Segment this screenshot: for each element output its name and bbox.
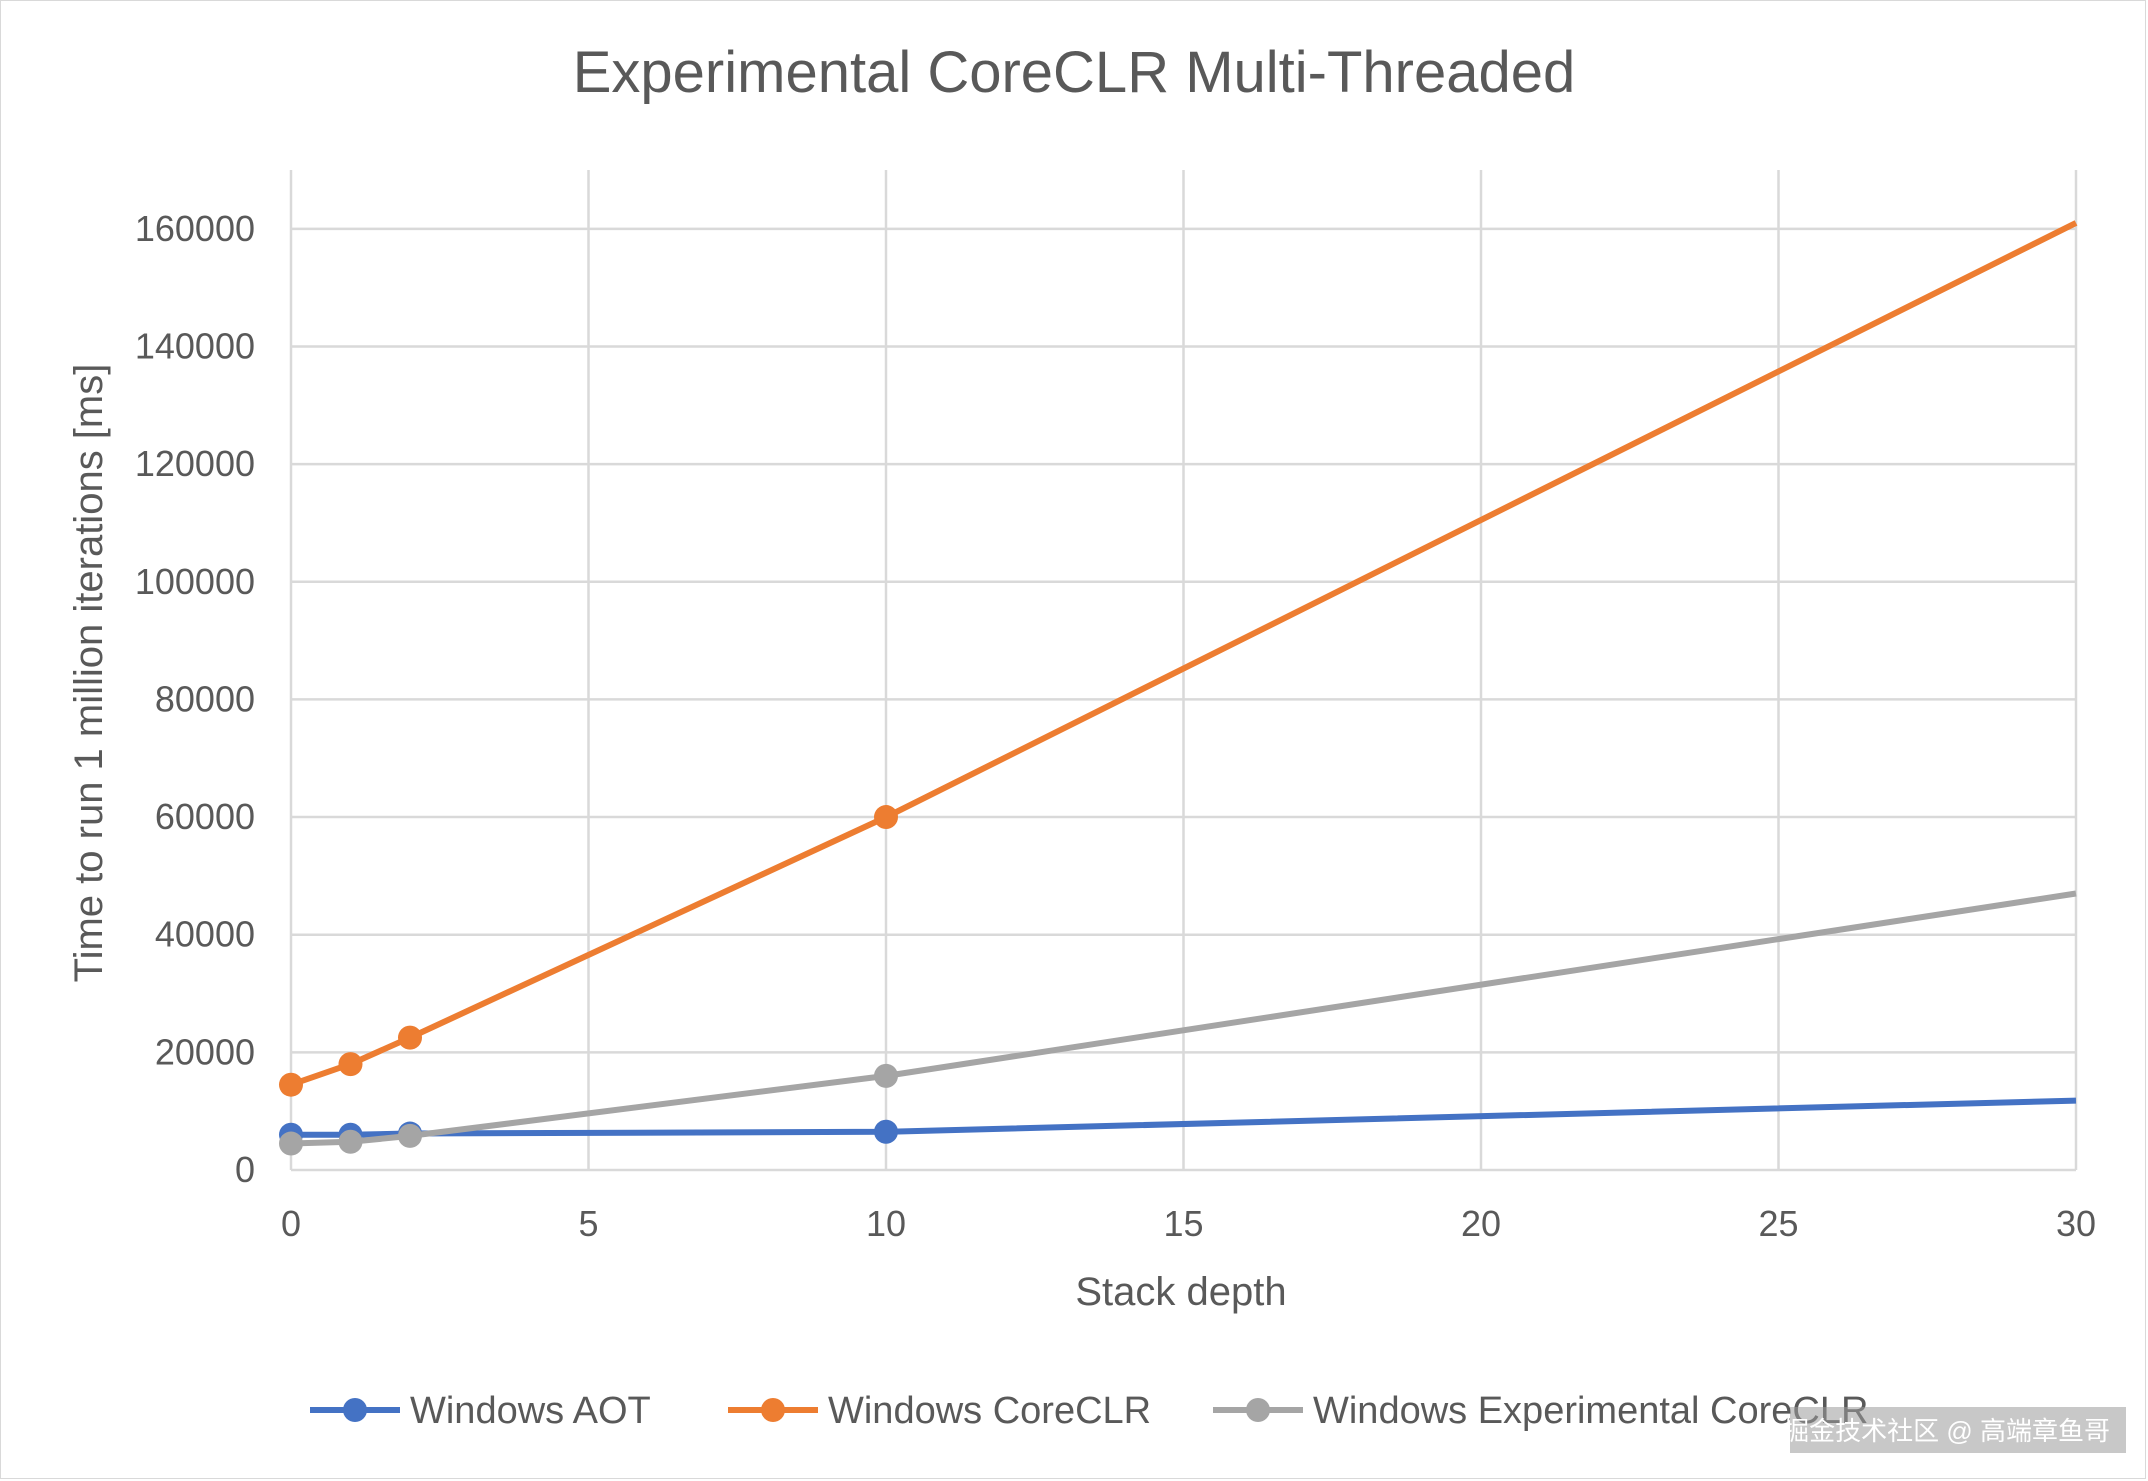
legend-marker bbox=[1246, 1398, 1270, 1422]
watermark-text: 掘金技术社区 @ 高端章鱼哥 bbox=[1783, 1416, 2110, 1446]
y-tick-label: 80000 bbox=[155, 678, 255, 719]
data-point bbox=[279, 1131, 303, 1156]
data-point bbox=[874, 805, 898, 830]
y-tick-label: 100000 bbox=[135, 561, 255, 602]
legend: Windows AOT Windows CoreCLR Windows Experi… bbox=[310, 1390, 1868, 1432]
legend-item: Windows AOT bbox=[310, 1390, 651, 1432]
x-tick-label: 0 bbox=[281, 1203, 301, 1244]
x-tick-label: 5 bbox=[578, 1203, 598, 1244]
y-tick-label: 40000 bbox=[155, 914, 255, 955]
y-axis-title: Time to run 1 million iterations [ms] bbox=[67, 364, 111, 983]
x-tick-label: 30 bbox=[2056, 1203, 2096, 1244]
legend-item: Windows CoreCLR bbox=[728, 1390, 1151, 1432]
y-tick-label: 160000 bbox=[135, 208, 255, 249]
axes: 0 20000 40000 60000 80000 100000 120000 140000 1… bbox=[135, 208, 2096, 1244]
y-tick-label: 60000 bbox=[155, 796, 255, 837]
y-tick-label: 0 bbox=[235, 1149, 255, 1190]
x-tick-label: 10 bbox=[866, 1203, 906, 1244]
chart-title: Experimental CoreCLR Multi-Threaded bbox=[573, 40, 1576, 105]
data-point bbox=[398, 1123, 422, 1148]
series-0 bbox=[279, 1097, 2077, 1147]
data-point bbox=[874, 1063, 898, 1088]
data-point bbox=[338, 1052, 363, 1077]
legend-marker bbox=[761, 1398, 785, 1422]
x-tick-label: 20 bbox=[1461, 1203, 1501, 1244]
watermark-background bbox=[1790, 1407, 2126, 1453]
x-tick-label: 15 bbox=[1163, 1203, 1203, 1244]
legend-label: Windows Experimental CoreCLR bbox=[1313, 1390, 1868, 1432]
y-tick-label: 120000 bbox=[135, 443, 255, 484]
legend-label: Windows AOT bbox=[410, 1390, 651, 1432]
series-2 bbox=[279, 890, 2077, 1156]
data-point bbox=[398, 1025, 422, 1050]
x-axis-title: Stack depth bbox=[1075, 1270, 1286, 1314]
x-tick-label: 25 bbox=[1758, 1203, 1798, 1244]
legend-label: Windows CoreCLR bbox=[828, 1390, 1151, 1432]
series-1 bbox=[279, 220, 2078, 1097]
series bbox=[279, 220, 2078, 1156]
legend-marker bbox=[343, 1398, 367, 1422]
y-tick-label: 20000 bbox=[155, 1031, 255, 1072]
legend-item: Windows Experimental CoreCLR bbox=[1213, 1390, 1868, 1432]
data-point bbox=[338, 1129, 363, 1154]
grid bbox=[289, 170, 2078, 1170]
y-tick-label: 140000 bbox=[135, 325, 255, 366]
data-point bbox=[279, 1072, 303, 1097]
data-point bbox=[874, 1119, 898, 1144]
